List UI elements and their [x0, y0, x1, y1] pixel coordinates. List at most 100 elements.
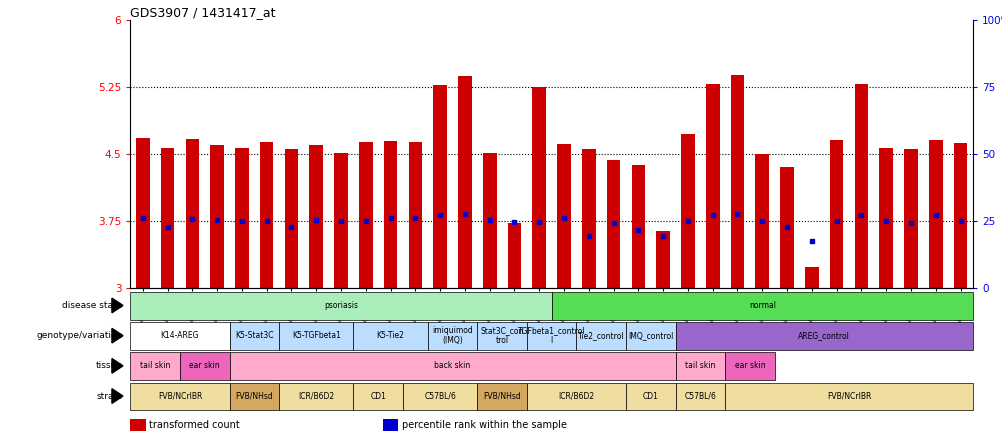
Bar: [879, 147, 892, 288]
Bar: [581, 149, 595, 288]
Text: percentile rank within the sample: percentile rank within the sample: [401, 420, 566, 430]
Bar: [953, 143, 966, 288]
Bar: [780, 167, 794, 288]
FancyBboxPatch shape: [724, 383, 972, 410]
Text: genotype/variation: genotype/variation: [36, 331, 122, 340]
Text: disease state: disease state: [62, 301, 122, 310]
FancyBboxPatch shape: [403, 383, 477, 410]
Bar: [903, 149, 917, 288]
FancyBboxPatch shape: [229, 353, 675, 380]
Bar: [755, 154, 769, 288]
Bar: [680, 134, 694, 288]
Bar: [532, 87, 545, 288]
Text: TGFbeta1_control
l: TGFbeta1_control l: [517, 326, 585, 345]
FancyBboxPatch shape: [353, 322, 427, 350]
Text: FVB/NHsd: FVB/NHsd: [483, 392, 520, 400]
FancyBboxPatch shape: [526, 383, 625, 410]
Text: K5-Tie2: K5-Tie2: [377, 331, 404, 340]
Bar: [482, 153, 496, 288]
FancyBboxPatch shape: [477, 322, 526, 350]
Text: FVB/NCrIBR: FVB/NCrIBR: [826, 392, 871, 400]
Polygon shape: [112, 298, 123, 313]
Bar: [557, 144, 570, 288]
Bar: [805, 267, 818, 288]
Text: CD1: CD1: [642, 392, 658, 400]
Text: K5-Stat3C: K5-Stat3C: [234, 331, 274, 340]
FancyBboxPatch shape: [229, 322, 279, 350]
Text: tail skin: tail skin: [140, 361, 170, 370]
Bar: [384, 141, 397, 288]
Bar: [334, 153, 348, 288]
FancyBboxPatch shape: [229, 383, 279, 410]
FancyBboxPatch shape: [551, 292, 972, 320]
Bar: [408, 142, 422, 288]
Text: imiquimod
(IMQ): imiquimod (IMQ): [432, 326, 472, 345]
Text: FVB/NHsd: FVB/NHsd: [235, 392, 273, 400]
Text: Tie2_control: Tie2_control: [577, 331, 624, 340]
Bar: [854, 84, 868, 288]
FancyBboxPatch shape: [279, 322, 353, 350]
Text: C57BL/6: C57BL/6: [424, 392, 456, 400]
Bar: [160, 147, 174, 288]
Polygon shape: [112, 389, 123, 403]
FancyBboxPatch shape: [130, 353, 179, 380]
FancyBboxPatch shape: [576, 322, 625, 350]
Text: back skin: back skin: [434, 361, 470, 370]
Bar: [606, 160, 620, 288]
Text: ICR/B6D2: ICR/B6D2: [558, 392, 594, 400]
FancyBboxPatch shape: [675, 322, 972, 350]
Bar: [383, 419, 398, 431]
Text: ear skin: ear skin: [189, 361, 219, 370]
Bar: [285, 149, 298, 288]
Text: IMQ_control: IMQ_control: [627, 331, 672, 340]
FancyBboxPatch shape: [427, 322, 477, 350]
FancyBboxPatch shape: [675, 383, 724, 410]
Text: tail skin: tail skin: [684, 361, 714, 370]
Bar: [210, 145, 223, 288]
Bar: [705, 84, 718, 288]
Text: tissue: tissue: [95, 361, 122, 370]
Bar: [829, 140, 843, 288]
Bar: [359, 142, 372, 288]
Bar: [309, 145, 323, 288]
FancyBboxPatch shape: [130, 322, 229, 350]
FancyBboxPatch shape: [130, 383, 229, 410]
Bar: [928, 140, 942, 288]
Bar: [729, 75, 743, 288]
Bar: [631, 165, 644, 288]
FancyBboxPatch shape: [477, 383, 526, 410]
FancyBboxPatch shape: [675, 353, 724, 380]
FancyBboxPatch shape: [353, 383, 403, 410]
Text: normal: normal: [748, 301, 775, 310]
FancyBboxPatch shape: [179, 353, 229, 380]
Bar: [507, 223, 521, 288]
Text: FVB/NCrIBR: FVB/NCrIBR: [157, 392, 202, 400]
Text: ear skin: ear skin: [733, 361, 765, 370]
Bar: [458, 76, 471, 288]
Text: AREG_control: AREG_control: [798, 331, 850, 340]
Polygon shape: [112, 359, 123, 373]
Text: C57BL/6: C57BL/6: [683, 392, 715, 400]
FancyBboxPatch shape: [625, 383, 675, 410]
FancyBboxPatch shape: [724, 353, 774, 380]
Text: GDS3907 / 1431417_at: GDS3907 / 1431417_at: [130, 6, 276, 19]
Bar: [655, 231, 669, 288]
Text: Stat3C_con
trol: Stat3C_con trol: [480, 326, 523, 345]
Text: CD1: CD1: [370, 392, 386, 400]
Polygon shape: [112, 329, 123, 343]
FancyBboxPatch shape: [130, 292, 551, 320]
Text: ICR/B6D2: ICR/B6D2: [298, 392, 334, 400]
Bar: [136, 138, 149, 288]
Text: strain: strain: [96, 392, 122, 400]
Text: K14-AREG: K14-AREG: [160, 331, 199, 340]
Bar: [260, 142, 274, 288]
Text: psoriasis: psoriasis: [324, 301, 358, 310]
Bar: [433, 85, 447, 288]
Text: K5-TGFbeta1: K5-TGFbeta1: [292, 331, 341, 340]
Bar: [130, 419, 145, 431]
FancyBboxPatch shape: [625, 322, 675, 350]
Bar: [185, 139, 199, 288]
FancyBboxPatch shape: [526, 322, 576, 350]
FancyBboxPatch shape: [279, 383, 353, 410]
Bar: [234, 147, 248, 288]
